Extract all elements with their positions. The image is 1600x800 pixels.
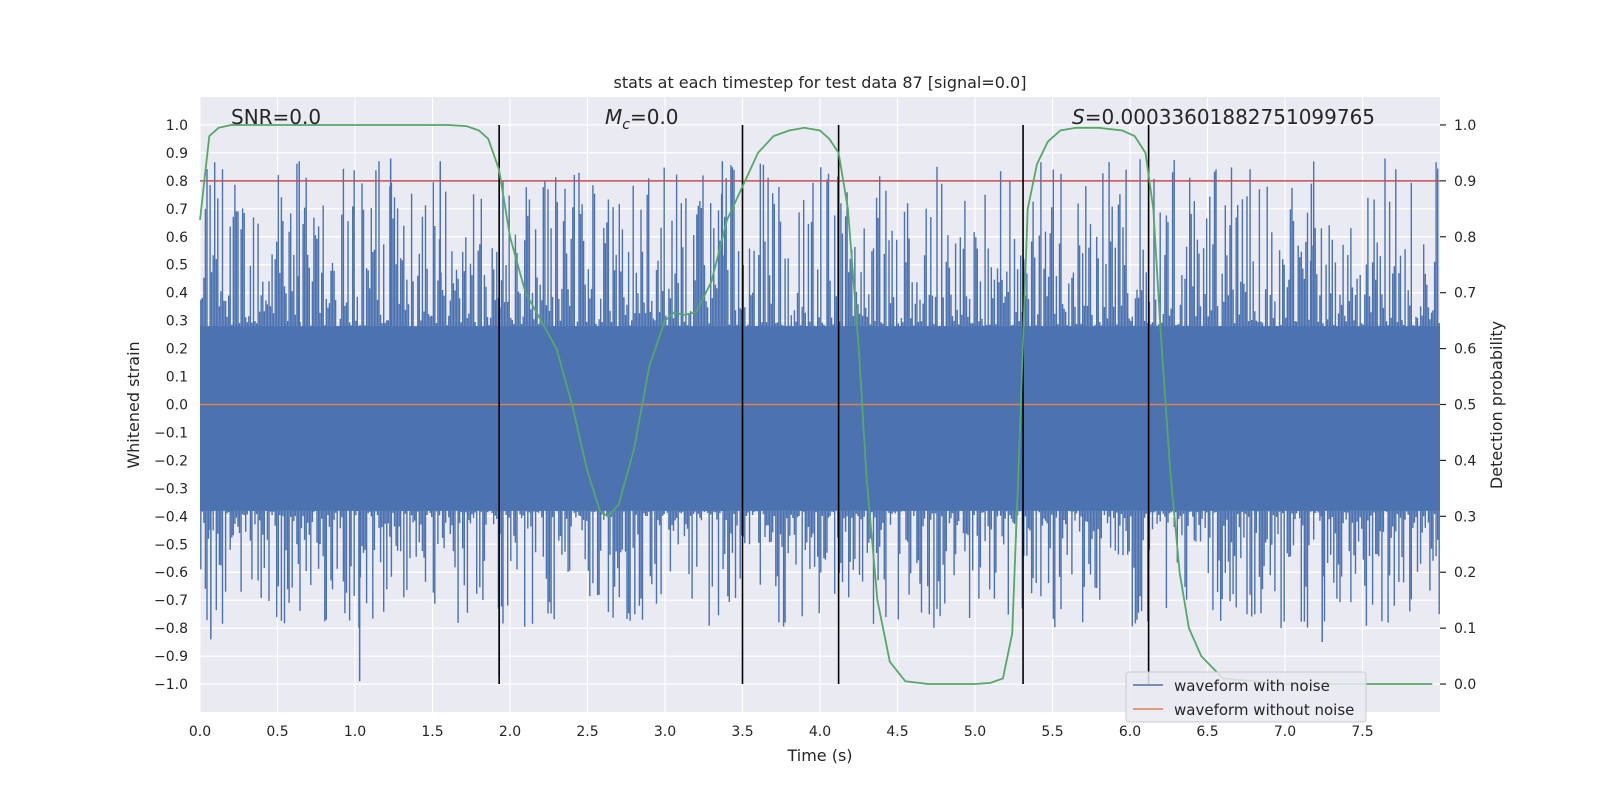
chart-title: stats at each timestep for test data 87 … [614,73,1027,92]
x-tick-label: 7.5 [1351,724,1373,740]
y-tick-label: −0.2 [154,453,188,469]
x-tick-label: 5.0 [964,724,986,740]
s-symbol: S [1072,105,1085,129]
y2-axis-ticks: 1.0 0.9 0.8 0.7 0.6 0.5 0.4 0.3 0.2 0.1 0.0 [1440,118,1476,693]
x-tick-label: 3.5 [731,724,753,740]
x-tick-label: 1.0 [344,724,366,740]
x-tick-label: 4.5 [886,724,908,740]
y-tick-label: −0.7 [154,593,188,609]
y-tick-label: 0.7 [166,202,188,218]
y-tick-label: 0.2 [166,342,188,358]
vertical-markers [498,124,1150,685]
y2-tick-label: 1.0 [1454,118,1476,134]
legend-label-clean: waveform without noise [1174,701,1354,719]
x-tick-label: 2.0 [499,724,521,740]
s-value: =0.0003360188275109976​5 [1085,105,1375,129]
y-tick-label: −0.4 [154,509,188,525]
legend-box [1125,671,1367,723]
mc-value: =0.0 [630,105,679,129]
s-annotation: S=0.0003360188275109976​5 [1072,105,1375,129]
y-tick-label: 0.1 [166,370,188,386]
y2-tick-label: 0.4 [1454,453,1476,469]
y2-tick-label: 0.9 [1454,174,1476,190]
y2-tick-label: 0.5 [1454,398,1476,414]
y-tick-label: 0.6 [166,230,188,246]
x-tick-label: 4.0 [809,724,831,740]
y-tick-label: −0.5 [154,537,188,553]
detection-probability-line [199,124,1433,685]
x-tick-label: 2.5 [576,724,598,740]
x-tick-label: 7.0 [1274,724,1296,740]
y2-tick-label: 0.1 [1454,621,1476,637]
x-tick-label: 6.0 [1119,724,1141,740]
mc-annotation: Mc=0.0 [605,105,679,133]
x-tick-label: 3.0 [654,724,676,740]
y-tick-label: 0.8 [166,174,188,190]
x-axis-label: Time (s) [786,746,852,765]
y2-axis-label: Detection probability [1487,321,1506,489]
y-tick-label: 0.0 [166,398,188,414]
legend: waveform with noise waveform without noi… [1125,671,1367,723]
y2-tick-label: 0.8 [1454,230,1476,246]
y-tick-label: −1.0 [154,677,188,693]
y-tick-label: 0.9 [166,146,188,162]
snr-annotation: SNR=0.0 [231,105,321,129]
y-axis-label: Whitened strain [124,341,143,468]
noise-core-band [200,326,1440,511]
y-tick-label: −0.1 [154,425,188,441]
y2-tick-label: 0.3 [1454,509,1476,525]
y2-tick-label: 0.2 [1454,565,1476,581]
x-tick-label: 6.5 [1196,724,1218,740]
y-tick-label: −0.3 [154,481,188,497]
x-tick-label: 0.5 [266,724,288,740]
x-axis-ticks: 0.0 0.5 1.0 1.5 2.0 2.5 3.0 3.5 4.0 4.5 5.0 5.5 6.0 6… [189,724,1374,740]
y2-tick-label: 0.0 [1454,677,1476,693]
y-tick-label: 0.5 [166,258,188,274]
mc-symbol: M [605,105,622,129]
y-axis-ticks: 1.0 0.9 0.8 0.7 0.6 0.5 0.4 0.3 0.2 0.1 0.0 −0.1 −0.… [154,118,188,693]
y2-tick-label: 0.7 [1454,286,1476,302]
y2-tick-label: 0.6 [1454,342,1476,358]
x-tick-label: 5.5 [1041,724,1063,740]
y-tick-label: 0.4 [166,286,188,302]
y-tick-label: 0.3 [166,314,188,330]
x-tick-label: 1.5 [421,724,443,740]
x-tick-label: 0.0 [189,724,211,740]
legend-label-noise: waveform with noise [1174,677,1330,695]
y-tick-label: −0.6 [154,565,188,581]
y-tick-label: 1.0 [166,118,188,134]
detection-probability-series [199,124,1433,685]
noise-waveform-series [200,158,1440,629]
mc-subscript: c [622,117,630,133]
y-tick-label: −0.8 [154,621,188,637]
y-tick-label: −0.9 [154,649,188,665]
